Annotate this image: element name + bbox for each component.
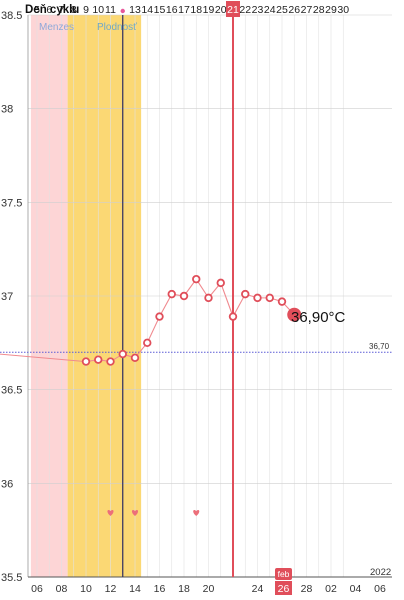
coverline-label: 36,70 [369, 342, 390, 351]
ovulation-dot-icon [120, 8, 125, 14]
date-label: 18 [178, 583, 190, 595]
marker-lines [0, 2, 392, 577]
y-axis: 35.5 36 36.5 37 37.5 38 38.5 [1, 10, 22, 584]
cycle-day-label: 7 [59, 4, 65, 16]
date-label: 04 [350, 583, 362, 595]
y-tick-label: 35.5 [1, 572, 22, 584]
temperature-point [228, 312, 238, 321]
current-temperature-point [287, 307, 302, 322]
cycle-day-label: 5 [34, 4, 40, 16]
date-label: 28 [301, 583, 313, 595]
temperature-point [143, 338, 152, 348]
cycle-day-label: 24 [264, 4, 276, 16]
date-label: 16 [154, 583, 166, 595]
temperature-point [118, 349, 127, 359]
y-tick-label: 37.5 [1, 197, 22, 209]
date-label: 24 [252, 583, 264, 595]
cycle-day-label: 15 [154, 4, 166, 16]
cycle-day-label: 25 [276, 4, 288, 16]
y-tick-label: 38 [1, 104, 13, 116]
current-date-badge[interactable] [275, 581, 292, 595]
current-month-label: feb [278, 569, 290, 579]
cycle-day-label: 11 [105, 4, 116, 16]
cycle-day-label: 13 [129, 4, 141, 16]
temperature-point [216, 278, 225, 288]
cycle-day-label: 8 [71, 4, 77, 16]
cycle-day-title: Deň cyklu [25, 4, 79, 16]
fertility-label: Plodnosť [97, 22, 137, 33]
date-label: 12 [105, 583, 117, 595]
temperature-point [130, 353, 140, 363]
cycle-day-label: 14 [141, 4, 153, 16]
cycle-day-label: 17 [178, 4, 190, 16]
current-date-label: 26 [278, 583, 290, 595]
temperature-point [106, 357, 115, 366]
date-label: 10 [80, 583, 92, 595]
temperature-point [81, 357, 91, 366]
cycle-day-label: 28 [313, 4, 325, 16]
date-label: 06 [374, 583, 386, 595]
y-tick-label: 37 [1, 291, 13, 303]
cycle-day-label: 22 [239, 4, 251, 16]
cycle-day-label: 9 [83, 4, 89, 16]
temperature-point [94, 355, 103, 364]
date-label: 14 [129, 583, 141, 595]
temperature-point [167, 289, 176, 299]
temperature-point [155, 312, 164, 321]
y-tick-label: 36 [1, 478, 13, 490]
cycle-day-label: 20 [215, 4, 227, 16]
intercourse-markers [107, 509, 200, 516]
cycle-day-label: 29 [325, 4, 337, 16]
y-tick-label: 36.5 [1, 385, 22, 397]
temperature-point [253, 293, 262, 303]
cycle-day-label: 18 [190, 4, 202, 16]
cycle-day-label: 19 [203, 4, 215, 16]
cycle-day-label: 23 [252, 4, 264, 16]
date-axis: 06 08 10 12 14 16 18 20 24 26 28 02 04 06 [31, 583, 386, 595]
date-label: 08 [56, 583, 68, 595]
cycle-day-label: 16 [166, 4, 178, 16]
cycle-day-label: 26 [288, 4, 300, 16]
cycle-day-label: 30 [337, 4, 349, 16]
series-lead-line [0, 353, 87, 363]
heart-icon [131, 509, 139, 516]
heart-icon [107, 509, 114, 516]
temperature-point [277, 297, 287, 306]
temperature-point [179, 291, 189, 301]
temperature-point [204, 293, 213, 303]
date-label: 06 [31, 583, 43, 595]
date-label: 02 [325, 583, 337, 595]
menses-label: Menzes [39, 22, 74, 33]
date-label: 20 [203, 583, 215, 595]
current-day-badge [226, 1, 240, 17]
cycle-day-label: 10 [92, 4, 104, 16]
year-label: 2022 [370, 567, 391, 578]
cycle-day-label: 27 [301, 4, 313, 16]
cycle-day-label: 21 [227, 4, 239, 16]
temperature-point [265, 293, 274, 303]
current-temperature-value: 36,90°C [291, 309, 346, 326]
current-month-badge[interactable] [275, 568, 292, 580]
heart-icon [193, 509, 200, 516]
cycle-day-label: 6 [46, 4, 52, 16]
y-tick-label: 38.5 [1, 10, 22, 22]
cycle-day-header: 5 6 7 8 9 10 11 13 14 15 16 17 18 19 20 21 22 23 24 25 26 27 2… [34, 1, 349, 17]
temperature-point [241, 289, 250, 299]
temperature-series [0, 274, 302, 366]
temperature-point [192, 274, 201, 284]
